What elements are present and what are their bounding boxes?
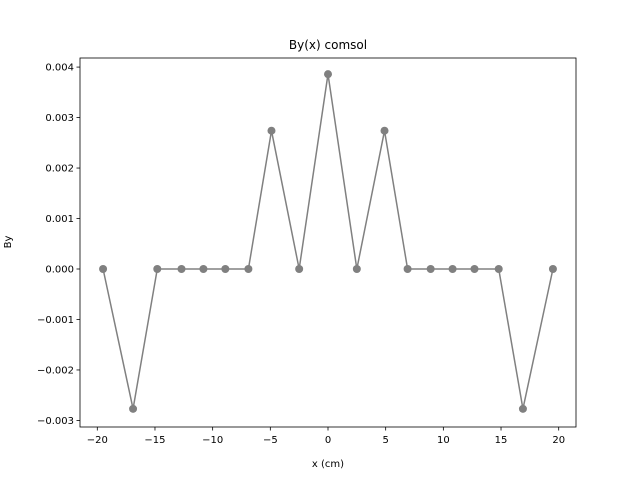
axes-frame xyxy=(79,57,577,428)
y-tick-label: 0.003 xyxy=(45,113,74,124)
y-tick-label: −0.001 xyxy=(37,315,74,326)
y-tick-label: 0.001 xyxy=(45,214,74,225)
y-tick-label: 0.000 xyxy=(45,265,74,276)
x-tick-label: 0 xyxy=(325,435,331,446)
x-tick-label: −5 xyxy=(263,435,278,446)
y-axis: −0.003 −0.002 −0.001 0.000 0.001 0.002 0.003 0.… xyxy=(37,63,80,427)
data-point xyxy=(470,265,479,274)
data-point xyxy=(295,265,304,274)
x-axis-label: x (cm) xyxy=(312,459,344,470)
x-tick-label: −20 xyxy=(87,435,108,446)
x-tick-label: 15 xyxy=(495,435,508,446)
data-point xyxy=(380,126,389,135)
data-point xyxy=(494,265,503,274)
x-tick-label: −15 xyxy=(144,435,165,446)
y-tick-label: −0.003 xyxy=(37,416,74,427)
x-tick-label: 5 xyxy=(382,435,388,446)
data-point xyxy=(153,265,162,274)
data-point xyxy=(324,70,332,79)
data-point xyxy=(448,265,457,274)
data-point xyxy=(548,265,557,274)
x-tick-label: −10 xyxy=(202,435,223,446)
chart-title: By(x) comsol xyxy=(289,38,367,52)
data-point xyxy=(177,265,186,274)
data-point xyxy=(129,404,138,413)
x-axis: −20 −15 −10 −5 0 5 10 15 20 xyxy=(87,427,565,446)
plot-area xyxy=(99,70,557,413)
data-point xyxy=(426,265,435,274)
y-axis-label: By xyxy=(3,236,14,249)
data-point xyxy=(244,265,253,274)
data-point xyxy=(403,265,412,274)
y-tick-label: 0.004 xyxy=(45,63,74,74)
data-point xyxy=(221,265,230,274)
data-point xyxy=(352,265,361,274)
x-tick-label: 10 xyxy=(437,435,450,446)
data-point xyxy=(199,265,208,274)
data-point xyxy=(99,265,108,274)
y-tick-label: −0.002 xyxy=(37,365,74,376)
y-tick-label: 0.002 xyxy=(45,164,74,175)
data-point xyxy=(518,404,527,413)
x-tick-label: 20 xyxy=(552,435,565,446)
data-point xyxy=(267,126,276,135)
